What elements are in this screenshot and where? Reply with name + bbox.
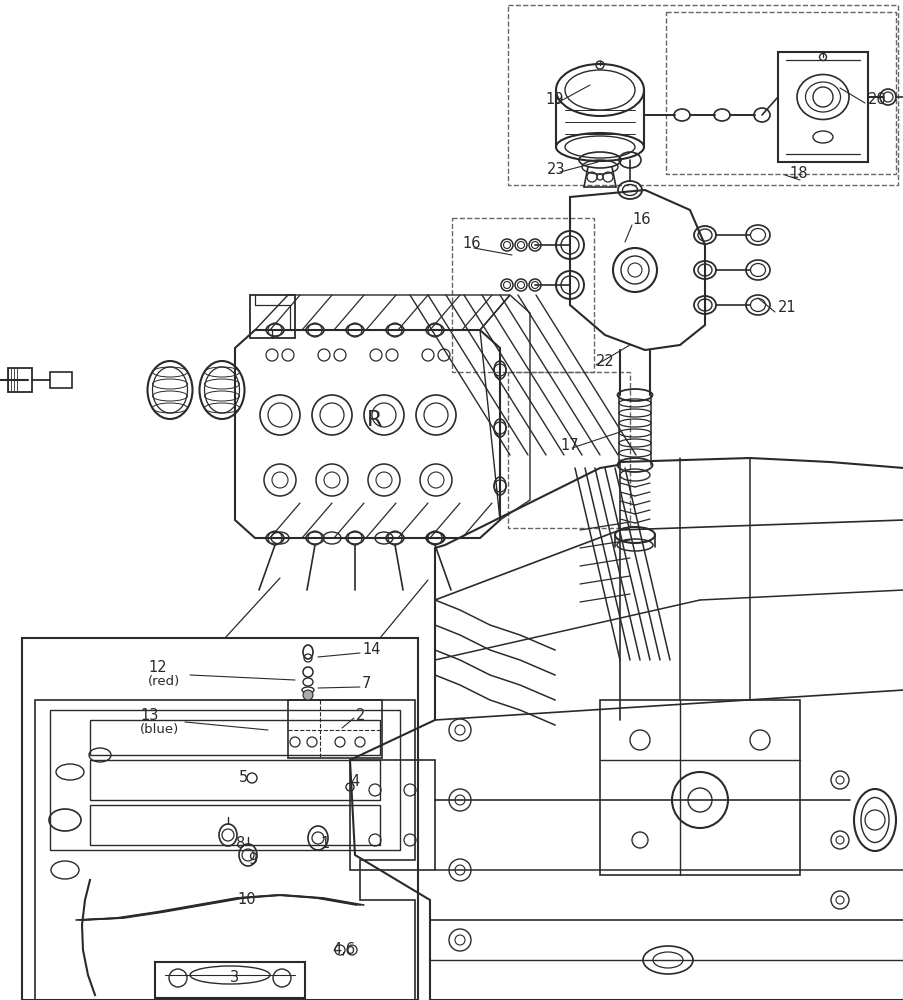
- Circle shape: [303, 690, 312, 700]
- Text: 8: 8: [236, 836, 245, 850]
- Text: 1: 1: [320, 836, 329, 850]
- Text: 4: 4: [349, 774, 358, 790]
- Text: 19: 19: [545, 93, 563, 107]
- Text: 18: 18: [788, 165, 806, 180]
- Text: 20: 20: [867, 93, 886, 107]
- Text: 9: 9: [247, 852, 257, 866]
- Text: 2: 2: [356, 708, 365, 722]
- Text: 5: 5: [238, 770, 248, 786]
- Text: 16: 16: [461, 236, 480, 251]
- Text: 12: 12: [148, 660, 166, 676]
- Text: 23: 23: [546, 162, 565, 178]
- Text: 4,6: 4,6: [331, 942, 355, 956]
- Text: 7: 7: [361, 676, 371, 692]
- Text: (red): (red): [148, 676, 180, 688]
- Text: (blue): (blue): [140, 722, 179, 736]
- Text: 14: 14: [361, 643, 380, 658]
- Text: R: R: [367, 410, 382, 430]
- Text: 13: 13: [140, 708, 158, 722]
- Text: 16: 16: [631, 213, 650, 228]
- Text: 22: 22: [595, 355, 614, 369]
- Text: 21: 21: [777, 300, 796, 316]
- Text: 17: 17: [559, 438, 578, 452]
- Text: 10: 10: [237, 892, 256, 908]
- Text: 3: 3: [229, 970, 239, 984]
